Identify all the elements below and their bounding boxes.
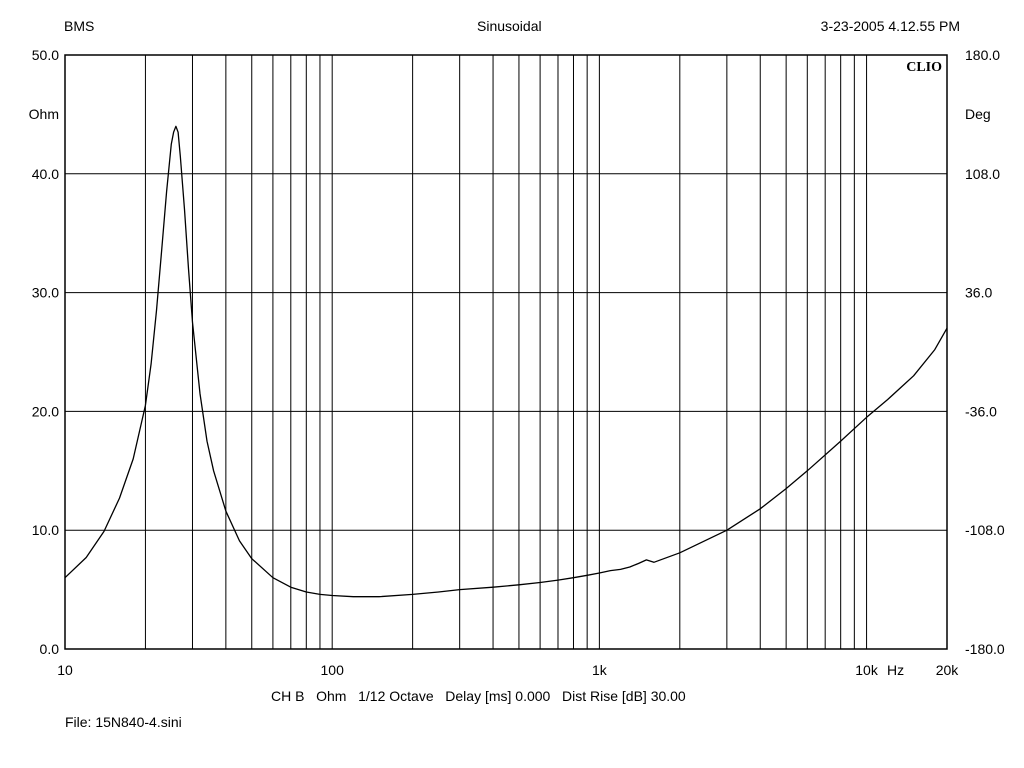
x-tick-label: 1k (592, 662, 608, 678)
y-tick-label: 10.0 (32, 522, 59, 538)
y-tick-label: 20.0 (32, 403, 59, 419)
y2-tick-label: -108.0 (965, 522, 1005, 538)
x-unit-label: Hz (887, 662, 904, 678)
y-unit-label: Ohm (29, 106, 59, 122)
brand-logo: CLIO (906, 60, 942, 75)
x-tick-label: 20k (936, 662, 960, 678)
impedance-curve (64, 125, 948, 598)
settings-line: CH B Ohm 1/12 Octave Delay [ms] 0.000 Di… (271, 688, 686, 704)
plot-frame (64, 54, 948, 650)
y-tick-label: 50.0 (32, 47, 59, 63)
x-tick-label: 10k (855, 662, 879, 678)
y2-tick-label: 180.0 (965, 47, 1000, 63)
header-center: Sinusoidal (477, 18, 542, 34)
grid (65, 55, 947, 649)
header-right: 3-23-2005 4.12.55 PM (820, 18, 960, 34)
series-group (64, 125, 948, 598)
y2-tick-label: 36.0 (965, 285, 992, 301)
y-tick-label: 30.0 (32, 285, 59, 301)
file-label: File: 15N840-4.sini (65, 714, 182, 730)
x-tick-label: 10 (57, 662, 73, 678)
axes: 0.0 10.0 20.0 30.0 40.0 50.0 -180.0 -108.0 -36.0… (32, 47, 1005, 678)
y2-tick-label: -36.0 (965, 403, 997, 419)
y2-tick-label: 108.0 (965, 166, 1000, 182)
x-tick-label: 100 (321, 662, 345, 678)
header-left: BMS (64, 18, 95, 34)
y-tick-label: 40.0 (32, 166, 59, 182)
y-tick-label: 0.0 (40, 641, 60, 657)
y2-tick-label: -180.0 (965, 641, 1005, 657)
y2-unit-label: Deg (965, 106, 991, 122)
